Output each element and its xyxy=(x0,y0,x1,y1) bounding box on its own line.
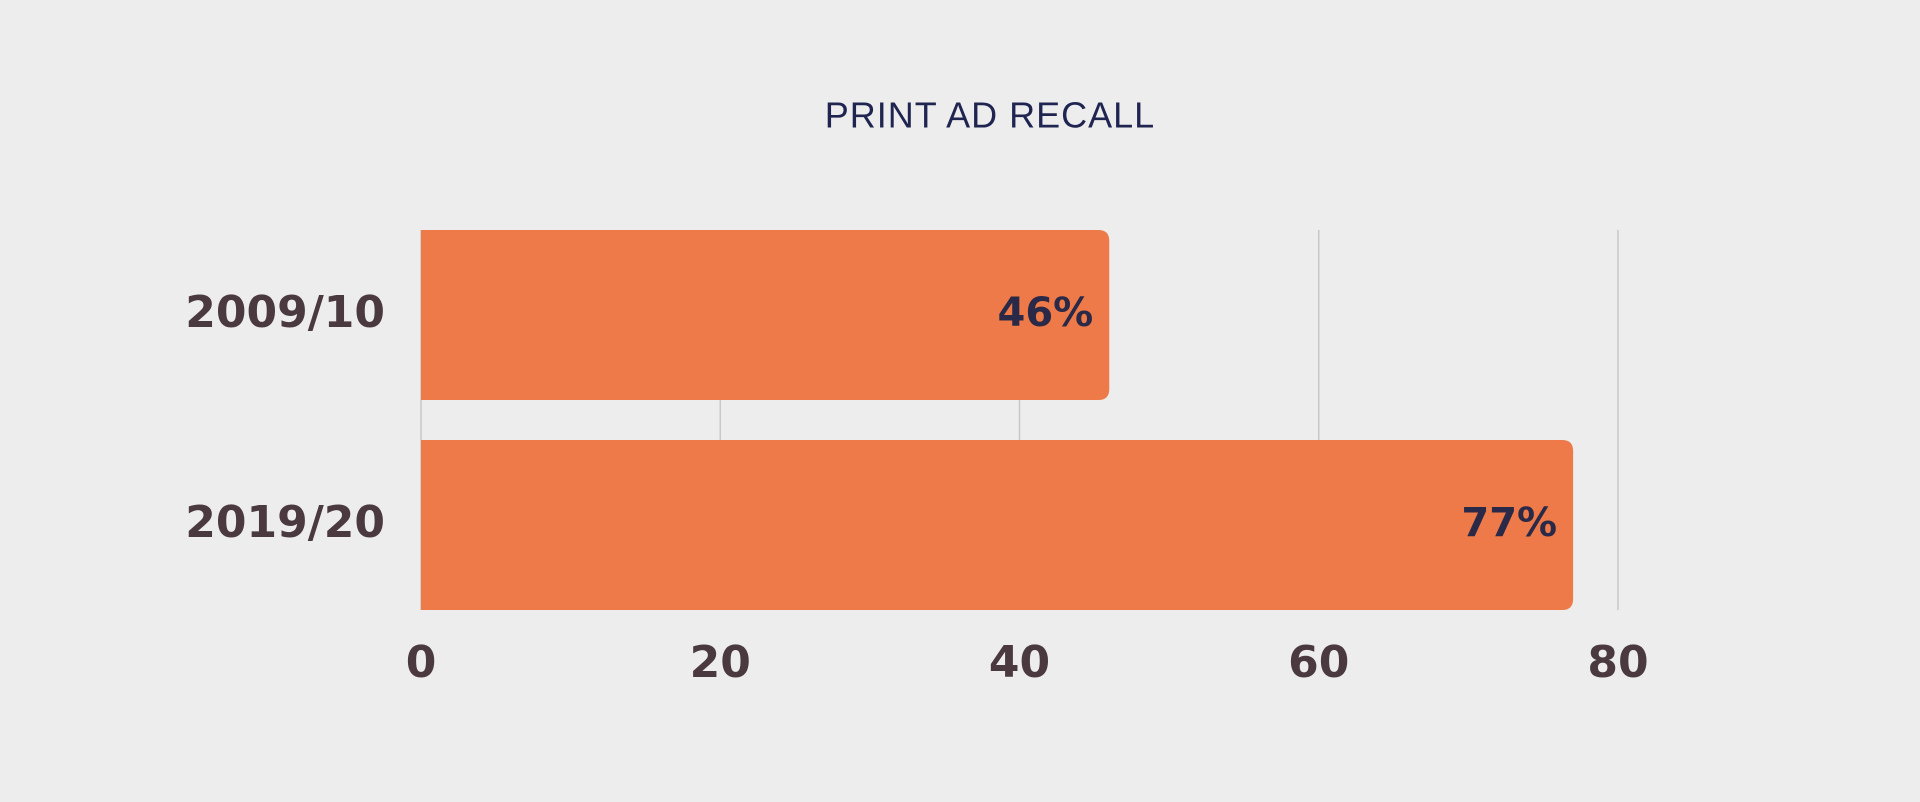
chart-title: PRINT AD RECALL xyxy=(825,95,1155,136)
x-tick-label: 40 xyxy=(989,637,1050,688)
x-tick-label: 0 xyxy=(406,637,437,688)
x-tick-label: 80 xyxy=(1587,637,1648,688)
category-label: 2019/20 xyxy=(185,497,385,548)
category-label: 2009/10 xyxy=(185,287,385,338)
x-tick-label: 60 xyxy=(1288,637,1349,688)
bar xyxy=(421,230,1110,400)
value-label: 46% xyxy=(998,290,1094,336)
value-label: 77% xyxy=(1461,500,1557,546)
bar xyxy=(421,440,1574,610)
x-tick-label: 20 xyxy=(690,637,751,688)
